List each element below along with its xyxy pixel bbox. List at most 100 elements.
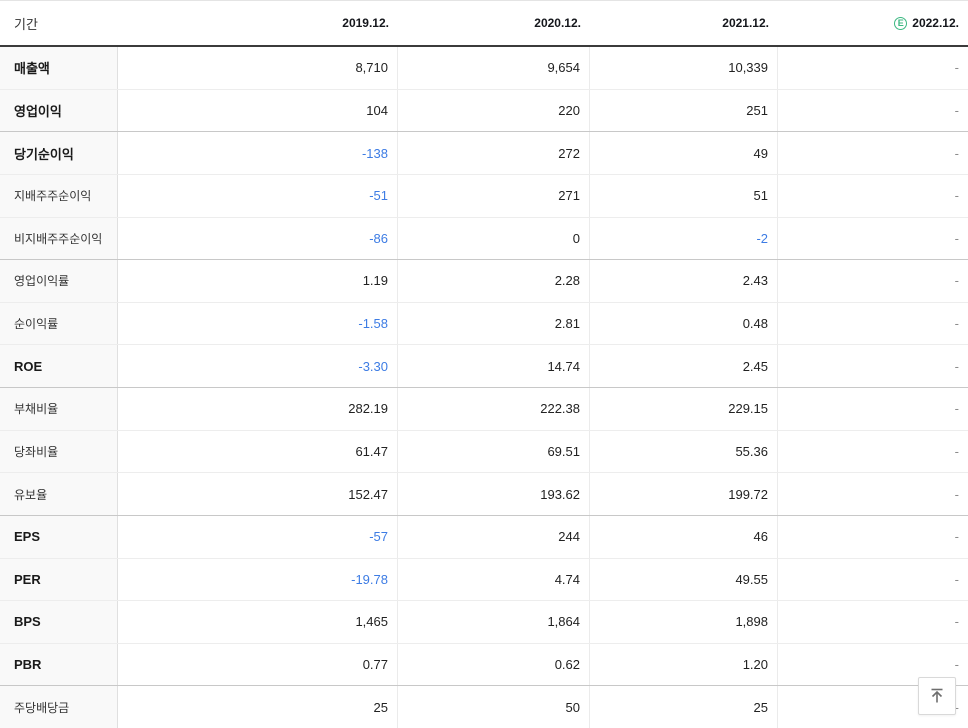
row-label: ROE <box>0 345 118 387</box>
cell-value-2019: 8,710 <box>118 47 398 89</box>
cell-value-2020: 271 <box>398 174 590 217</box>
table-row: 부채비율 282.19 222.38 229.15 - <box>0 388 968 431</box>
cell-value-2019: -57 <box>118 515 398 558</box>
cell-value-2019: 104 <box>118 89 398 132</box>
cell-value-2019: 282.19 <box>118 388 398 430</box>
cell-value-2019: -19.78 <box>118 558 398 601</box>
cell-value-2019: -51 <box>118 174 398 217</box>
cell-value-2022: - <box>954 699 959 715</box>
column-header-2020: 2020.12. <box>534 16 581 30</box>
row-label: EPS <box>0 515 118 558</box>
scroll-to-top-button[interactable] <box>918 677 956 715</box>
row-label: PBR <box>0 643 118 686</box>
cell-value-2021: 46 <box>590 515 778 558</box>
table-row: 순이익률 -1.58 2.81 0.48 - <box>0 302 968 346</box>
cell-value-2022: - <box>954 188 959 204</box>
cell-value-2020: 9,654 <box>398 47 590 89</box>
row-label: 비지배주주순이익 <box>0 217 118 260</box>
table-header: 기간 2019.12. 2020.12. 2021.12. E 2022.12. <box>0 1 968 47</box>
cell-value-2022: - <box>954 443 959 459</box>
table-row: EPS -57 244 46 - <box>0 515 968 559</box>
arrow-up-to-top-icon <box>927 686 947 706</box>
cell-value-2019: 0.77 <box>118 643 398 686</box>
row-label: 당기순이익 <box>0 132 118 174</box>
cell-value-2021: 2.43 <box>590 260 778 302</box>
table-row: 지배주주순이익 -51 271 51 - <box>0 174 968 218</box>
cell-value-2022: - <box>954 230 959 246</box>
table-row: 당좌비율 61.47 69.51 55.36 - <box>0 430 968 474</box>
row-label: 순이익률 <box>0 302 118 345</box>
table-row: 당기순이익 -138 272 49 - <box>0 132 968 175</box>
table-row: BPS 1,465 1,864 1,898 - <box>0 601 968 644</box>
cell-value-2020: 2.28 <box>398 260 590 302</box>
cell-value-2020: 0.62 <box>398 643 590 686</box>
cell-value-2021: 55.36 <box>590 430 778 473</box>
cell-value-2021: 199.72 <box>590 473 778 515</box>
table-row: 영업이익률 1.19 2.28 2.43 - <box>0 260 968 303</box>
cell-value-2021: 10,339 <box>590 47 778 89</box>
cell-value-2021: -2 <box>590 217 778 260</box>
cell-value-2019: -3.30 <box>118 345 398 387</box>
cell-value-2022: - <box>954 657 959 673</box>
row-label: PER <box>0 558 118 601</box>
estimate-icon: E <box>894 16 908 30</box>
cell-value-2020: 220 <box>398 89 590 132</box>
cell-value-2021: 251 <box>590 89 778 132</box>
row-label: 당좌비율 <box>0 430 118 473</box>
cell-value-2020: 193.62 <box>398 473 590 515</box>
cell-value-2019: 25 <box>118 686 398 728</box>
row-label: 영업이익 <box>0 89 118 132</box>
row-label: 영업이익률 <box>0 260 118 302</box>
cell-value-2021: 49.55 <box>590 558 778 601</box>
cell-value-2019: -138 <box>118 132 398 174</box>
table-row: 비지배주주순이익 -86 0 -2 - <box>0 217 968 261</box>
period-header-label: 기간 <box>14 16 38 32</box>
cell-value-2020: 272 <box>398 132 590 174</box>
cell-value-2021: 49 <box>590 132 778 174</box>
table-row: PER -19.78 4.74 49.55 - <box>0 558 968 602</box>
cell-value-2020: 69.51 <box>398 430 590 473</box>
cell-value-2019: -86 <box>118 217 398 260</box>
row-label: BPS <box>0 601 118 643</box>
cell-value-2022: - <box>954 358 959 374</box>
table-row: PBR 0.77 0.62 1.20 - <box>0 643 968 687</box>
cell-value-2021: 1,898 <box>590 601 778 643</box>
cell-value-2022: - <box>954 401 959 417</box>
cell-value-2021: 1.20 <box>590 643 778 686</box>
cell-value-2021: 51 <box>590 174 778 217</box>
column-header-2019: 2019.12. <box>342 16 389 30</box>
column-header-2022-estimate: E 2022.12. <box>778 1 968 45</box>
cell-value-2020: 244 <box>398 515 590 558</box>
row-label: 주당배당금 <box>0 686 118 728</box>
table-row: 매출액 8,710 9,654 10,339 - <box>0 47 968 90</box>
row-label: 지배주주순이익 <box>0 174 118 217</box>
cell-value-2022: - <box>954 145 959 161</box>
cell-value-2021: 229.15 <box>590 388 778 430</box>
cell-value-2022: - <box>954 486 959 502</box>
cell-value-2022: - <box>954 60 959 76</box>
cell-value-2019: 152.47 <box>118 473 398 515</box>
cell-value-2021: 0.48 <box>590 302 778 345</box>
table-row: 유보율 152.47 193.62 199.72 - <box>0 473 968 516</box>
cell-value-2022: - <box>954 316 959 332</box>
cell-value-2019: -1.58 <box>118 302 398 345</box>
cell-value-2019: 61.47 <box>118 430 398 473</box>
cell-value-2020: 50 <box>398 686 590 728</box>
cell-value-2021: 2.45 <box>590 345 778 387</box>
cell-value-2022: - <box>954 529 959 545</box>
cell-value-2020: 0 <box>398 217 590 260</box>
column-header-label: 2022.12. <box>912 16 959 30</box>
row-label: 유보율 <box>0 473 118 515</box>
table-row: 영업이익 104 220 251 - <box>0 89 968 133</box>
cell-value-2021: 25 <box>590 686 778 728</box>
cell-value-2022: - <box>954 614 959 630</box>
cell-value-2019: 1,465 <box>118 601 398 643</box>
cell-value-2020: 222.38 <box>398 388 590 430</box>
cell-value-2019: 1.19 <box>118 260 398 302</box>
cell-value-2022: - <box>954 102 959 118</box>
cell-value-2020: 14.74 <box>398 345 590 387</box>
cell-value-2022: - <box>954 273 959 289</box>
table-row: 주당배당금 25 50 25 - <box>0 686 968 728</box>
row-label: 매출액 <box>0 47 118 89</box>
